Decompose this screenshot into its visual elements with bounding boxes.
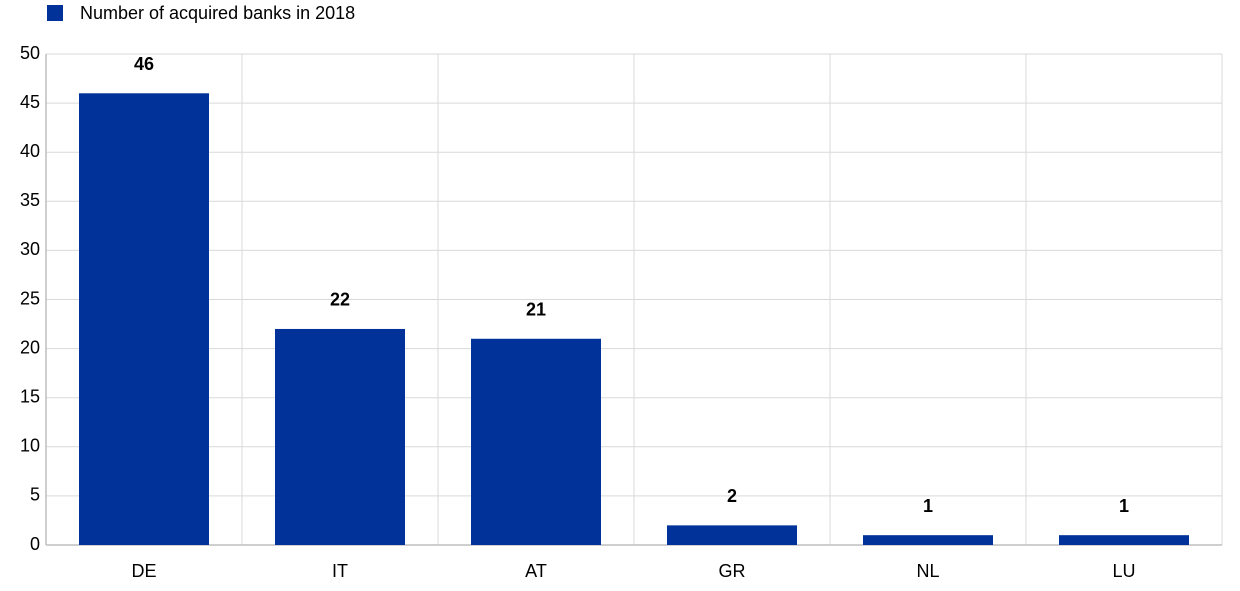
bar xyxy=(275,328,405,545)
y-tick-label: 40 xyxy=(20,141,40,161)
value-label: 2 xyxy=(727,486,737,506)
value-label: 21 xyxy=(526,300,546,320)
bar xyxy=(1059,535,1189,545)
value-label: 1 xyxy=(1119,496,1129,516)
y-tick-label: 0 xyxy=(30,534,40,554)
bar xyxy=(863,535,993,545)
x-tick-label: AT xyxy=(525,561,547,581)
x-tick-label: DE xyxy=(131,561,156,581)
bar xyxy=(667,525,797,545)
y-tick-label: 35 xyxy=(20,190,40,210)
legend-swatch xyxy=(47,5,63,21)
value-label: 46 xyxy=(134,54,154,74)
y-tick-label: 45 xyxy=(20,92,40,112)
y-tick-label: 10 xyxy=(20,436,40,456)
x-tick-label: IT xyxy=(332,561,348,581)
y-tick-label: 5 xyxy=(30,485,40,505)
y-tick-label: 15 xyxy=(20,386,40,406)
y-tick-label: 25 xyxy=(20,288,40,308)
y-tick-label: 20 xyxy=(20,337,40,357)
value-label: 1 xyxy=(923,496,933,516)
x-tick-label: GR xyxy=(719,561,746,581)
y-tick-label: 50 xyxy=(20,43,40,63)
x-tick-label: LU xyxy=(1112,561,1135,581)
value-label: 22 xyxy=(330,290,350,310)
bar xyxy=(471,338,601,545)
legend-label: Number of acquired banks in 2018 xyxy=(80,3,355,23)
x-tick-label: NL xyxy=(916,561,939,581)
y-tick-label: 30 xyxy=(20,239,40,259)
bar xyxy=(79,93,209,545)
